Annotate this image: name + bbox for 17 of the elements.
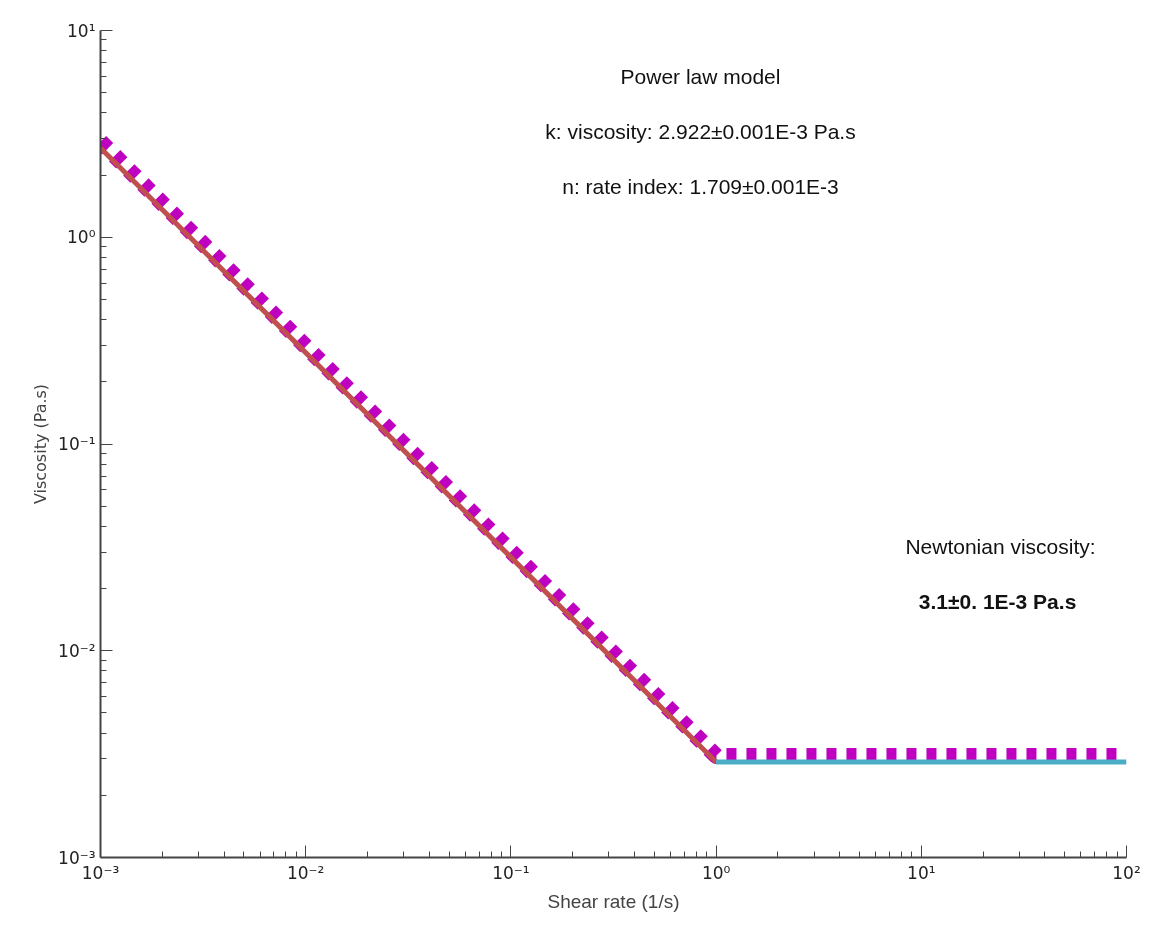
x-tick-label: 10² bbox=[1112, 862, 1141, 883]
annotation: k: viscosity: 2.922±0.001E-3 Pa.s bbox=[545, 119, 856, 143]
annotation: Newtonian viscosity: bbox=[905, 534, 1096, 558]
x-tick-label: 10⁻¹ bbox=[492, 862, 530, 883]
y-axis-title: Viscosity (Pa.s) bbox=[31, 383, 51, 505]
y-tick-label: 10⁰ bbox=[67, 227, 96, 248]
y-tick-label: 10¹ bbox=[67, 20, 96, 41]
x-tick-label: 10⁰ bbox=[701, 862, 731, 883]
x-tick-label: 10¹ bbox=[907, 862, 936, 883]
y-tick-label: 10⁻¹ bbox=[58, 434, 96, 454]
x-axis-title: Shear rate (1/s) bbox=[547, 890, 680, 912]
annotation: 3.1±0. 1E-3 Pa.s bbox=[918, 589, 1077, 613]
x-tick-label: 10⁻³ bbox=[81, 862, 120, 883]
x-tick-label: 10⁻² bbox=[286, 862, 325, 883]
annotation: n: rate index: 1.709±0.001E-3 bbox=[562, 174, 839, 198]
annotation: Power law model bbox=[620, 64, 781, 88]
y-tick-label: 10⁻² bbox=[58, 640, 96, 661]
